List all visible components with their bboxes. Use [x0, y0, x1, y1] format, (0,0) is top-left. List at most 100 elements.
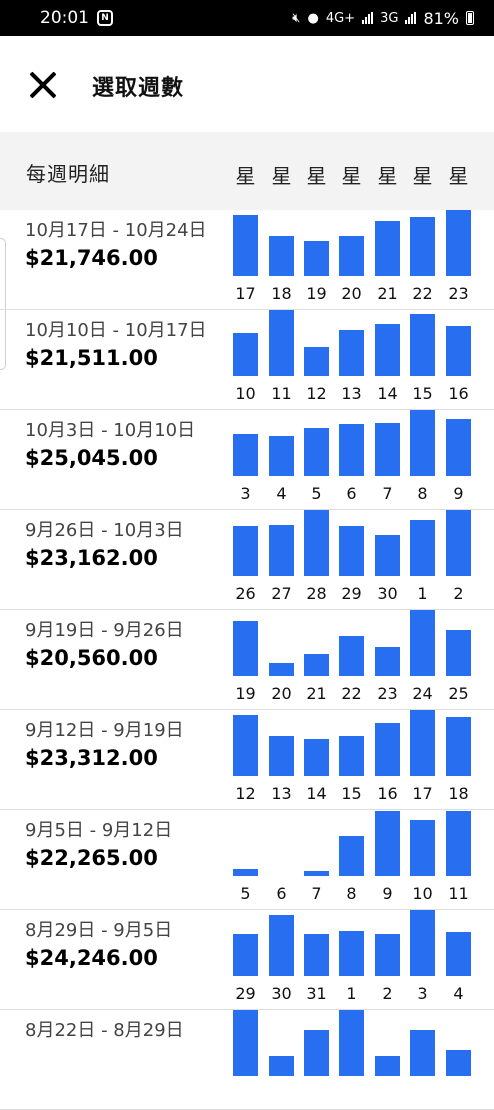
day-bar [233, 434, 258, 476]
day-bar [304, 934, 329, 976]
day-header: 星 [448, 164, 469, 188]
week-amount: $20,560.00 [25, 646, 158, 670]
day-number: 12 [235, 784, 256, 803]
day-bar [375, 535, 400, 576]
day-number: 9 [453, 484, 464, 503]
week-row[interactable]: 9月12日 - 9月19日 $23,312.00 12 13 14 15 16 17 18 [0, 710, 494, 810]
day-number: 22 [412, 284, 433, 303]
day-number: 2 [382, 984, 393, 1003]
column-header: 每週明細 星星星星星星星 [0, 132, 494, 210]
week-list: 10月17日 - 10月24日 $21,746.00 17 18 19 20 21 22 23 1… [0, 210, 494, 1110]
day-bar [375, 423, 400, 476]
day-number: 30 [377, 584, 398, 603]
day-number: 28 [306, 584, 327, 603]
day-bar [375, 811, 400, 876]
day-number: 12 [306, 384, 327, 403]
day-number: 10 [412, 884, 433, 903]
week-range: 10月3日 - 10月10日 [25, 420, 196, 441]
day-number: 25 [448, 684, 469, 703]
day-bar [339, 330, 364, 376]
day-number: 13 [341, 384, 362, 403]
day-bar [304, 1030, 329, 1076]
day-bar [446, 419, 471, 476]
day-number: 3 [417, 984, 428, 1003]
day-bar [375, 647, 400, 676]
day-bar [375, 221, 400, 276]
day-number: 11 [271, 384, 292, 403]
day-number: 9 [382, 884, 393, 903]
day-bar [446, 811, 471, 876]
week-range: 9月26日 - 10月3日 [25, 520, 184, 541]
day-number: 19 [235, 684, 256, 703]
day-header: 星 [235, 164, 256, 188]
week-row[interactable]: 8月22日 - 8月29日 [0, 1010, 494, 1110]
day-bar [339, 526, 364, 576]
day-number: 5 [240, 884, 251, 903]
day-bar [446, 932, 471, 976]
close-icon[interactable] [24, 66, 62, 104]
day-bar [410, 410, 435, 476]
day-number: 17 [412, 784, 433, 803]
day-header: 星 [341, 164, 362, 188]
day-number: 7 [311, 884, 322, 903]
day-number: 31 [306, 984, 327, 1003]
day-bar [410, 610, 435, 676]
week-row[interactable]: 8月29日 - 9月5日 $24,246.00 29 30 31 1 2 3 4 [0, 910, 494, 1010]
day-number: 3 [240, 484, 251, 503]
day-number: 15 [412, 384, 433, 403]
day-header: 星 [377, 164, 398, 188]
day-bar [269, 1056, 294, 1076]
day-bar [410, 1030, 435, 1076]
week-row[interactable]: 10月17日 - 10月24日 $21,746.00 17 18 19 20 21 22 23 [0, 210, 494, 310]
status-icons: 🔇︎ ● 4G+ 3G 81% [292, 9, 474, 28]
clock: 20:01 [40, 8, 89, 28]
day-bar [339, 636, 364, 676]
week-row[interactable]: 10月3日 - 10月10日 $25,045.00 3 4 5 6 7 8 9 [0, 410, 494, 510]
day-number: 10 [235, 384, 256, 403]
day-bar [446, 630, 471, 676]
day-number: 16 [448, 384, 469, 403]
day-number: 16 [377, 784, 398, 803]
day-bar [269, 663, 294, 676]
day-number: 20 [341, 284, 362, 303]
day-bar [233, 715, 258, 776]
header: 選取週數 [0, 36, 494, 132]
day-header: 星 [306, 164, 327, 188]
day-bar [304, 871, 329, 876]
day-bar [339, 736, 364, 776]
day-bar [269, 525, 294, 576]
week-row[interactable]: 9月5日 - 9月12日 $22,265.00 5 6 7 8 9 10 11 [0, 810, 494, 910]
day-number: 14 [306, 784, 327, 803]
day-number: 23 [448, 284, 469, 303]
day-bar [233, 526, 258, 576]
week-range: 9月19日 - 9月26日 [25, 620, 184, 641]
week-range: 10月10日 - 10月17日 [25, 320, 207, 341]
week-row[interactable]: 10月10日 - 10月17日 $21,511.00 10 11 12 13 14 15 16 [0, 310, 494, 410]
week-row[interactable]: 9月26日 - 10月3日 $23,162.00 26 27 28 29 30 1 2 [0, 510, 494, 610]
day-number: 21 [306, 684, 327, 703]
day-bar [375, 934, 400, 976]
day-number: 18 [448, 784, 469, 803]
day-header: 星 [412, 164, 433, 188]
day-bar [339, 836, 364, 876]
day-bar [304, 241, 329, 276]
week-amount: $25,045.00 [25, 446, 158, 470]
week-amount: $23,312.00 [25, 746, 158, 770]
day-bar [410, 314, 435, 376]
day-bar [269, 736, 294, 776]
network-type-3g: 3G [380, 10, 399, 26]
scroll-handle[interactable] [0, 238, 6, 370]
day-bar [233, 333, 258, 376]
day-number: 6 [346, 484, 357, 503]
day-bar [269, 915, 294, 976]
day-bar [339, 424, 364, 476]
day-number: 6 [276, 884, 287, 903]
day-bar [233, 621, 258, 676]
day-number: 5 [311, 484, 322, 503]
week-row[interactable]: 9月19日 - 9月26日 $20,560.00 19 20 21 22 23 24 25 [0, 610, 494, 710]
battery-percent: 81% [423, 8, 459, 28]
day-bar [269, 236, 294, 276]
day-bar [269, 436, 294, 476]
day-bar [269, 310, 294, 376]
day-number: 26 [235, 584, 256, 603]
